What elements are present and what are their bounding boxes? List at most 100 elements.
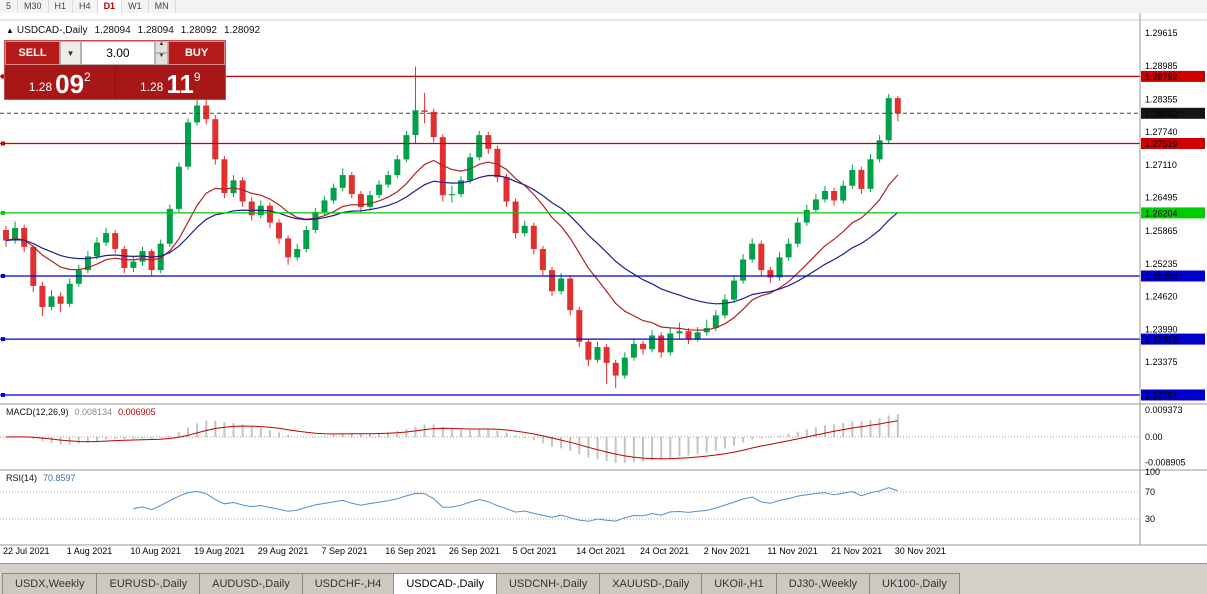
price-axis-tick: 1.26495	[1145, 193, 1178, 203]
svg-text:1.22751: 1.22751	[1145, 391, 1178, 401]
rsi-axis-label: 30	[1145, 514, 1155, 524]
sell-price-pips: 09	[55, 69, 85, 99]
line-anchor-marker	[1, 74, 5, 79]
price-axis-badge	[1141, 207, 1205, 219]
line-anchor-marker	[1, 141, 5, 146]
buy-price-pips: 11	[166, 69, 194, 99]
timeframe-button-mn[interactable]: MN	[149, 0, 176, 13]
date-axis-label: 11 Nov 2021	[767, 546, 817, 556]
svg-text:1.23812: 1.23812	[1145, 335, 1178, 345]
svg-text:1.28092: 1.28092	[1145, 109, 1178, 119]
volume-dropdown-button[interactable]: ▼	[59, 41, 81, 65]
macd-indicator-title: MACD(12,26,9) 0.008134 0.006905	[6, 407, 156, 417]
price-axis-tick: 1.25865	[1145, 226, 1178, 236]
chart-symbol-label: USDCAD-,Daily	[16, 25, 88, 36]
chart-tab-usdx-weekly[interactable]: USDX,Weekly	[2, 573, 98, 594]
date-axis-label: 26 Sep 2021	[449, 546, 500, 556]
chart-tab-usdchf-h4[interactable]: USDCHF-,H4	[301, 573, 395, 594]
rsi-indicator-title: RSI(14) 70.8597	[6, 473, 76, 483]
timeframe-button-m30[interactable]: M30	[18, 0, 49, 13]
price-axis-tick: 1.28985	[1145, 61, 1178, 71]
price-axis-tick: 1.28355	[1145, 95, 1178, 105]
chart-tab-uk100-daily[interactable]: UK100-,Daily	[869, 573, 960, 594]
price-axis-tick: 1.23375	[1145, 357, 1178, 367]
bullish-arrow-icon: ▲	[6, 26, 14, 35]
rsi-value: 70.8597	[43, 473, 76, 483]
chart-tabs-bar: USDX,Weekly EURUSD-,Daily AUDUSD-,Daily USD…	[0, 563, 1207, 594]
chart-tab-usdcad-daily[interactable]: USDCAD-,Daily	[393, 573, 497, 594]
timeframe-button-w1[interactable]: W1	[122, 0, 149, 13]
price-axis-badge	[1141, 138, 1205, 149]
ma-fast-line	[5, 159, 899, 331]
price-axis-badge	[1141, 107, 1205, 119]
chart-tab-xauusd-daily[interactable]: XAUUSD-,Daily	[599, 573, 703, 594]
svg-text:1.28792: 1.28792	[1145, 72, 1178, 82]
date-axis-label: 14 Oct 2021	[576, 546, 625, 556]
macd-axis-label: 0.009373	[1145, 405, 1183, 415]
price-axis-tick: 1.23990	[1145, 325, 1178, 335]
rsi-panel	[0, 487, 1140, 522]
chart-tab-ukoil-h1[interactable]: UKOil-,H1	[701, 573, 777, 594]
line-anchor-marker	[1, 337, 5, 342]
date-axis-label: 24 Oct 2021	[640, 546, 689, 556]
candles-layer	[3, 66, 901, 389]
sell-price-point: 2	[84, 70, 91, 84]
date-axis-label: 16 Sep 2021	[385, 546, 436, 556]
line-anchor-marker	[1, 210, 5, 215]
volume-decrement-button[interactable]: ▼	[154, 53, 169, 65]
date-axis-label: 5 Oct 2021	[513, 546, 557, 556]
chart-tab-eurusd-daily[interactable]: EURUSD-,Daily	[96, 573, 201, 594]
chart-tab-audusd-daily[interactable]: AUDUSD-,Daily	[199, 573, 303, 594]
svg-text:1.26204: 1.26204	[1145, 208, 1178, 218]
macd-signal-line	[5, 420, 898, 460]
date-axis-label: 21 Nov 2021	[831, 546, 882, 556]
date-axis-label: 2 Nov 2021	[704, 546, 750, 556]
svg-text:1.27519: 1.27519	[1145, 139, 1178, 149]
volume-input[interactable]	[80, 41, 155, 65]
price-axis-badge	[1141, 389, 1205, 401]
one-click-trading-panel: SELL ▼ ▲ ▼ BUY 1.28 09 2 1.28 11 9	[4, 40, 226, 100]
chart-canvas[interactable]: 1.29615 1.28985 1.28355 1.27740 1.27110 1.264…	[0, 13, 1207, 563]
buy-button[interactable]: BUY	[168, 41, 225, 65]
high-value: 1.28094	[137, 25, 174, 36]
timeframe-button-d1[interactable]: D1	[97, 0, 123, 13]
price-axis-tick: 1.27110	[1145, 160, 1177, 170]
date-axis-label: 30 Nov 2021	[895, 546, 946, 556]
sell-price-base: 1.28	[28, 80, 53, 94]
chevron-down-icon: ▼	[66, 48, 75, 58]
price-axis-tick: 1.29615	[1145, 28, 1178, 38]
ma-slow-line	[5, 174, 899, 305]
low-value: 1.28092	[180, 25, 217, 36]
price-axis-tick: 1.25235	[1145, 259, 1178, 269]
sell-button[interactable]: SELL	[5, 41, 60, 65]
macd-axis-label: 0.00	[1145, 432, 1163, 442]
chart-tab-dj30-weekly[interactable]: DJ30-,Weekly	[775, 573, 871, 594]
price-axis-badge	[1141, 270, 1205, 282]
timeframe-button-5[interactable]: 5	[0, 0, 19, 13]
sell-price-button[interactable]: 1.28 09 2	[5, 65, 116, 99]
macd-axis-label: -0.008905	[1145, 458, 1186, 468]
date-axis-label: 10 Aug 2021	[130, 546, 181, 556]
buy-price-button[interactable]: 1.28 11 9	[116, 65, 226, 99]
timeframe-button-h1[interactable]: H1	[49, 0, 74, 13]
svg-text:1.25008: 1.25008	[1145, 272, 1178, 282]
rsi-label: RSI(14)	[6, 473, 38, 483]
chart-ohlc-header: ▲ USDCAD-,Daily 1.28094 1.28094 1.28092 1.280…	[6, 25, 260, 36]
price-axis-badge	[1141, 333, 1205, 345]
macd-panel	[0, 414, 1140, 463]
timeframe-button-h4[interactable]: H4	[73, 0, 98, 13]
price-axis-tick: 1.27740	[1145, 127, 1178, 137]
macd-main-value: 0.008134	[74, 407, 113, 417]
macd-label: MACD(12,26,9)	[6, 407, 69, 417]
open-value: 1.28094	[94, 25, 131, 36]
volume-increment-button[interactable]: ▲	[154, 41, 169, 53]
rsi-axis-label: 70	[1145, 487, 1155, 497]
chart-window[interactable]: 1.29615 1.28985 1.28355 1.27740 1.27110 1.264…	[0, 13, 1207, 563]
price-axis-tick: 1.24620	[1145, 291, 1178, 301]
buy-price-point: 9	[193, 70, 201, 84]
rsi-axis-label: 100	[1145, 467, 1160, 477]
chart-tab-usdcnh-daily[interactable]: USDCNH-,Daily	[495, 573, 601, 594]
timeframe-toolbar: 5 M30 H1 H4 D1 W1 MN	[0, 0, 1207, 14]
price-axis-badge	[1141, 70, 1205, 82]
